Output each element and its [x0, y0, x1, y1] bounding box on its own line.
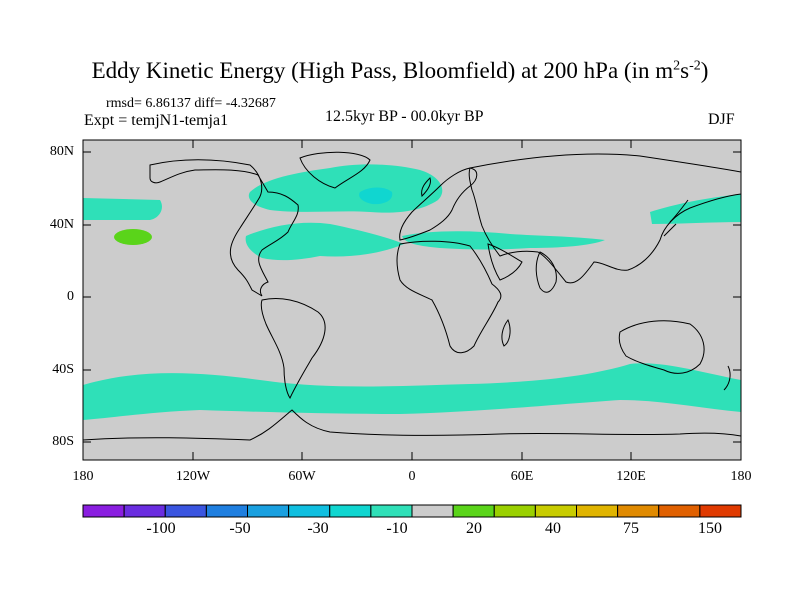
contour-north-atlantic: [248, 164, 443, 213]
coast-nz: [723, 365, 731, 391]
colorbar-label: -100: [146, 520, 176, 537]
coast-antarctica: [83, 409, 741, 441]
colorbar-label: -10: [386, 520, 408, 537]
colorbar-swatch: [534, 504, 577, 518]
colorbar-swatch: [123, 504, 166, 518]
coast-europe: [399, 167, 478, 241]
colorbar-swatch: [205, 504, 248, 518]
coast-india: [535, 251, 557, 293]
contour-positive-patch: [114, 229, 152, 245]
coast-africa: [396, 240, 502, 354]
axis-ticks: [82, 140, 742, 460]
colorbar-swatch: [82, 504, 125, 518]
coast-australia: [618, 320, 705, 374]
chart-title: Eddy Kinetic Energy (High Pass, Bloomfie…: [91, 58, 709, 83]
colorbar-swatch: [658, 504, 701, 518]
colorbar-label: 75: [623, 520, 639, 537]
lon-label-120w: 120W: [175, 469, 211, 484]
lat-label-80n: 80N: [49, 144, 74, 159]
coastlines: [83, 151, 741, 441]
coast-greenland: [299, 151, 371, 189]
colorbar: [82, 504, 742, 518]
colorbar-swatch: [617, 504, 660, 518]
stats-label: rmsd= 6.86137 diff= -4.32687: [106, 96, 276, 111]
lon-label-0: 0: [408, 469, 416, 484]
colorbar-swatch: [288, 504, 331, 518]
colorbar-swatch: [164, 504, 207, 518]
colorbar-swatch: [247, 504, 290, 518]
season-label: DJF: [708, 111, 735, 128]
coast-japan: [663, 199, 689, 237]
lat-label-40n: 40N: [49, 217, 74, 232]
coast-north-america: [149, 159, 299, 297]
contour-southern-band: [83, 363, 741, 420]
coast-uk: [421, 177, 431, 197]
coast-asia: [468, 153, 741, 284]
colorbar-label: -30: [307, 520, 329, 537]
colorbar-swatch: [370, 504, 413, 518]
lat-label-0: 0: [67, 289, 74, 304]
coast-south-america: [260, 298, 326, 400]
lon-label-180e: 180: [730, 469, 752, 484]
contour-north-pacific-east: [83, 198, 162, 220]
coast-madagascar: [501, 318, 511, 347]
coast-arabia: [487, 243, 523, 281]
contour-subtropical-atlantic: [245, 222, 404, 261]
colorbar-label: -50: [229, 520, 251, 537]
colorbar-swatch: [493, 504, 536, 518]
colorbar-swatch: [411, 504, 454, 518]
colorbar-swatch: [699, 504, 742, 518]
period-label: 12.5kyr BP - 00.0kyr BP: [325, 108, 484, 125]
colorbar-swatch: [329, 504, 372, 518]
contour-iceland-patch: [359, 187, 393, 205]
lon-label-180w: 180: [72, 469, 94, 484]
contour-north-pacific-west: [650, 194, 741, 224]
lat-label-40s: 40S: [52, 362, 74, 377]
lon-label-120e: 120E: [616, 469, 646, 484]
colorbar-swatch: [576, 504, 619, 518]
map-field: [83, 140, 741, 460]
colorbar-label: 40: [545, 520, 561, 537]
lon-label-60w: 60W: [288, 469, 316, 484]
lat-label-80s: 80S: [52, 434, 74, 449]
colorbar-label: 20: [466, 520, 482, 537]
colorbar-label: 150: [698, 520, 722, 537]
lon-label-60e: 60E: [510, 469, 534, 484]
experiment-label: Expt = temjN1-temja1: [84, 112, 229, 129]
colorbar-swatch: [452, 504, 495, 518]
contour-africa-asia-jet: [402, 231, 605, 250]
